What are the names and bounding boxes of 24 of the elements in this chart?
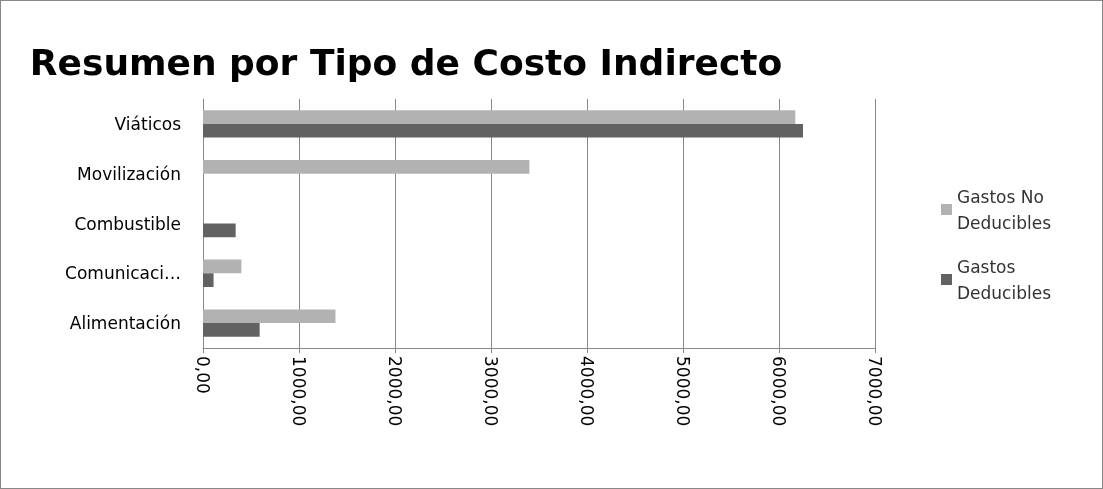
bar (203, 160, 530, 174)
x-tick-label: 7000,00 (865, 356, 885, 427)
bar (203, 323, 260, 337)
y-tick-label: Comunicaci… (65, 263, 181, 284)
y-tick-label: Alimentación (69, 313, 181, 334)
legend-label: Gastos Deducibles (957, 256, 1052, 303)
chart-title: Resumen por Tipo de Costo Indirecto (29, 41, 783, 83)
x-tick-label: 1000,00 (289, 356, 309, 427)
bar (203, 110, 796, 124)
bar (203, 259, 242, 274)
y-tick-label: Movilización (77, 163, 181, 184)
bar (203, 123, 803, 138)
x-tick-label: 2000,00 (385, 356, 405, 427)
x-tick-label: 0,00 (193, 356, 213, 394)
x-tick-label: 4000,00 (577, 356, 597, 427)
y-tick-label: Viáticos (114, 113, 182, 134)
bar (203, 223, 236, 238)
legend-label: Gastos No Deducibles (957, 186, 1052, 233)
bar (203, 309, 336, 324)
x-tick-label: 6000,00 (769, 356, 789, 427)
x-tick-label: 5000,00 (673, 356, 693, 427)
y-tick-label: Combustible (74, 213, 181, 234)
bar (203, 273, 214, 287)
x-tick-label: 3000,00 (481, 356, 501, 427)
